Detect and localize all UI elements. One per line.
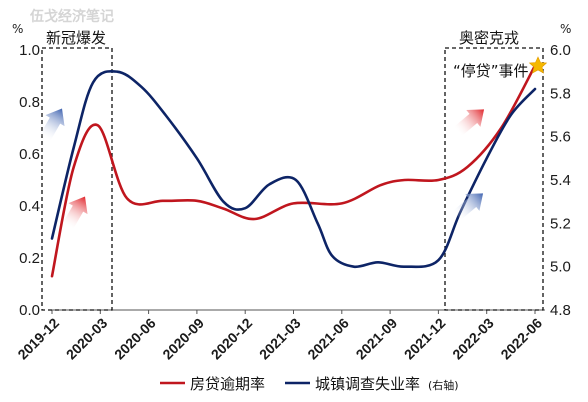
arrow-up-blue-icon: [453, 193, 484, 220]
right-axis-ticks: 4.8 5.0 5.2 5.4 5.6 5.8 6.0: [550, 42, 571, 319]
x-tick-label: 2022-03: [449, 315, 497, 363]
arrow-up-blue-icon: [39, 108, 65, 141]
arrow-up-red-icon: [454, 109, 485, 136]
left-tick-label: 0.2: [19, 250, 40, 267]
x-tick-label: 2022-06: [497, 315, 545, 363]
omicron-box: [444, 47, 544, 311]
right-axis-unit: %: [560, 22, 571, 36]
covid-box: [41, 47, 113, 311]
right-tick-label: 5.4: [550, 172, 571, 189]
left-axis-ticks: 0.0 0.2 0.4 0.6 0.8 1.0: [19, 42, 40, 319]
series-line-mortgage-delinquency: [50, 64, 537, 278]
right-tick-label: 5.8: [550, 85, 571, 102]
left-tick-label: 1.0: [19, 42, 40, 59]
omicron-box-label: 奥密克戎: [459, 29, 519, 47]
left-tick-label: 0.0: [19, 302, 40, 319]
series-line-unemployment: [50, 69, 537, 269]
x-tick-label: 2020-09: [159, 315, 207, 363]
right-tick-label: 5.0: [550, 259, 571, 276]
legend-label-unemployment: 城镇调查失业率: [315, 375, 420, 393]
x-tick-label: 2020-12: [208, 315, 256, 363]
x-tick-label: 2021-06: [304, 315, 352, 363]
star-event-label: “停贷”事件: [453, 62, 529, 80]
covid-box-label: 新冠爆发: [46, 29, 106, 47]
left-tick-label: 0.6: [19, 146, 40, 163]
x-tick-label: 2021-12: [401, 315, 449, 363]
x-tick-label: 2019-12: [14, 315, 62, 363]
legend-note-right-axis: (右轴): [428, 378, 459, 392]
x-tick-label: 2021-09: [353, 315, 401, 363]
right-tick-label: 6.0: [550, 42, 571, 59]
left-tick-label: 0.4: [19, 198, 40, 215]
arrow-up-red-icon: [62, 196, 88, 229]
x-axis-ticks: 2019-12 2020-03 2020-06 2020-09 2020-12 2021-…: [14, 310, 545, 362]
x-tick-label: 2020-03: [63, 315, 111, 363]
left-axis-unit: %: [12, 22, 23, 36]
x-tick-label: 2021-03: [256, 315, 304, 363]
right-tick-label: 4.8: [550, 302, 571, 319]
left-tick-label: 0.8: [19, 94, 40, 111]
right-tick-label: 5.6: [550, 129, 571, 146]
watermark: 伍戈经济笔记: [29, 8, 114, 25]
legend-label-mortgage: 房贷逾期率: [190, 375, 265, 393]
right-tick-label: 5.2: [550, 215, 571, 232]
star-icon: [528, 56, 548, 74]
x-tick-label: 2020-06: [111, 315, 159, 363]
